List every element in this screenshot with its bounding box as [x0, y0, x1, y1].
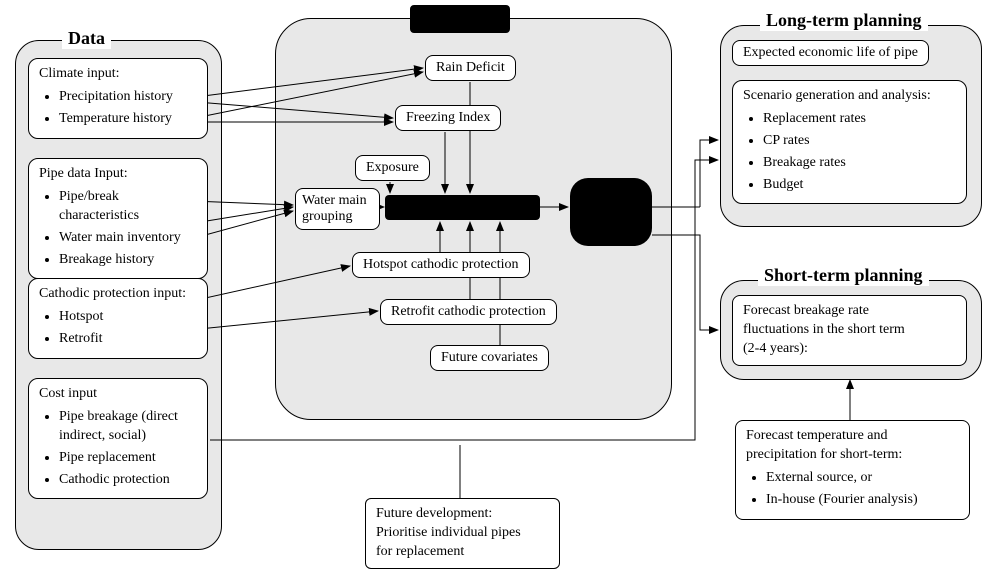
future-cov-box: Future covariates [430, 345, 549, 371]
shortterm-title: Short-term planning [758, 265, 929, 286]
data-title: Data [62, 28, 111, 49]
longterm-title: Long-term planning [760, 10, 928, 31]
rain-deficit-box: Rain Deficit [425, 55, 516, 81]
climate-title: Climate input: [39, 65, 197, 84]
scenario-title: Scenario generation and analysis: [743, 87, 956, 106]
wmg-label: Water main grouping [302, 193, 367, 224]
retrofit-box: Retrofit cathodic protection [380, 299, 557, 325]
climate-item-0: Precipitation history [59, 88, 197, 107]
cp-item-0: Hotspot [59, 308, 197, 327]
climate-input-box: Climate input: Precipitation history Tem… [28, 58, 208, 139]
center-black-round [570, 178, 652, 246]
future-dev-l3: for replacement [376, 543, 549, 562]
future-dev-l2: Prioritise individual pipes [376, 524, 549, 543]
cost-item-1: Pipe replacement [59, 449, 197, 468]
cost-item-0: Pipe breakage (direct indirect, social) [59, 408, 197, 446]
scenario-item-0: Replacement rates [763, 110, 956, 129]
center-black-bar [385, 195, 540, 220]
forecast-break-box: Forecast breakage rate fluctuations in t… [732, 295, 967, 366]
pipe-item-2: Breakage history [59, 251, 197, 270]
pipe-item-0: Pipe/break characteristics [59, 188, 197, 226]
freezing-index-box: Freezing Index [395, 105, 501, 131]
scenario-box: Scenario generation and analysis: Replac… [732, 80, 967, 204]
center-top-black [410, 5, 510, 33]
scenario-item-3: Budget [763, 176, 956, 195]
cost-title: Cost input [39, 385, 197, 404]
hotspot-box: Hotspot cathodic protection [352, 252, 530, 278]
climate-item-1: Temperature history [59, 110, 197, 129]
cp-input-box: Cathodic protection input: Hotspot Retro… [28, 278, 208, 359]
future-dev-l1: Future development: [376, 505, 549, 524]
cp-item-1: Retrofit [59, 330, 197, 349]
wmg-box: Water main grouping [295, 188, 380, 230]
scenario-item-1: CP rates [763, 132, 956, 151]
forecast-temp-box: Forecast temperature and precipitation f… [735, 420, 970, 520]
expected-life-box: Expected economic life of pipe [732, 40, 929, 66]
forecast-break-l1: Forecast breakage rate [743, 302, 956, 321]
scenario-item-2: Breakage rates [763, 154, 956, 173]
cost-item-2: Cathodic protection [59, 471, 197, 490]
forecast-break-l3: (2-4 years): [743, 340, 956, 359]
cost-input-box: Cost input Pipe breakage (direct indirec… [28, 378, 208, 499]
forecast-break-l2: fluctuations in the short term [743, 321, 956, 340]
cp-title: Cathodic protection input: [39, 285, 197, 304]
future-dev-box: Future development: Prioritise individua… [365, 498, 560, 569]
exposure-box: Exposure [355, 155, 430, 181]
pipe-title: Pipe data Input: [39, 165, 197, 184]
pipe-input-box: Pipe data Input: Pipe/break characterist… [28, 158, 208, 279]
forecast-temp-title: Forecast temperature and precipitation f… [746, 427, 959, 465]
forecast-temp-item-0: External source, or [766, 469, 959, 488]
pipe-item-1: Water main inventory [59, 229, 197, 248]
forecast-temp-item-1: In-house (Fourier analysis) [766, 491, 959, 510]
